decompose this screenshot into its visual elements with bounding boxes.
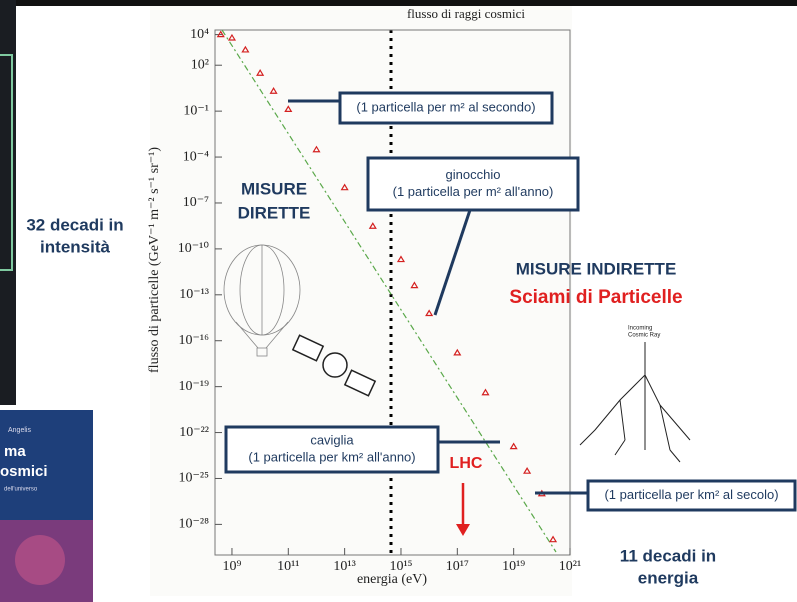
data-point <box>453 348 462 356</box>
book-text: dell'universo <box>4 487 38 493</box>
shower-diagram: Incoming Cosmic Ray <box>579 326 691 463</box>
balloon <box>223 244 301 357</box>
connector <box>433 209 472 316</box>
data-point <box>284 105 293 112</box>
y-tick-label: 10⁻¹⁰ <box>178 241 210 256</box>
x-tick-label: 10¹⁵ <box>389 559 412 574</box>
y-tick-label: 10⁻²⁵ <box>179 471 210 486</box>
x-tick-label: 10¹⁹ <box>502 559 525 574</box>
y-tick-label: 10⁻¹⁶ <box>179 333 210 348</box>
data-point <box>241 45 250 53</box>
annotation-box <box>224 425 440 474</box>
lhc-arrowhead <box>456 524 470 536</box>
chart-title: flusso di raggi cosmici <box>407 6 525 21</box>
data-point <box>481 388 490 396</box>
data-point <box>269 87 278 94</box>
book-text: Angelis <box>8 427 31 434</box>
data-point <box>425 309 434 317</box>
y-tick-label: 10⁻²⁸ <box>179 517 210 532</box>
y-tick-label: 10⁻⁷ <box>183 195 209 210</box>
direct-label: DIRETTE <box>238 203 311 222</box>
svg-text:Cosmic Ray: Cosmic Ray <box>628 333 660 339</box>
data-point <box>256 69 265 76</box>
top-band <box>0 0 797 6</box>
plot-frame <box>214 29 571 556</box>
annotation-text: (1 particella per m² al secondo) <box>356 99 535 114</box>
data-point <box>227 33 237 41</box>
annotation-text: (1 particella per km² al secolo) <box>604 487 778 502</box>
note: energia <box>638 568 699 587</box>
annotation-text: caviglia <box>310 432 354 447</box>
y-tick-label: 10⁻¹³ <box>179 287 209 302</box>
y-tick-label: 10⁴ <box>190 27 209 42</box>
indirect-label: MISURE INDIRETTE <box>516 259 677 278</box>
x-tick-label: 10⁹ <box>223 559 242 574</box>
book-cover: Angelis ma osmici dell'universo <box>0 410 93 602</box>
y-tick-label: 10² <box>191 57 209 72</box>
annotation-text: (1 particella per m² all'anno) <box>393 184 554 199</box>
y-tick-label: 10⁻¹⁹ <box>179 379 210 394</box>
data-point <box>216 30 225 38</box>
x-tick-label: 10¹¹ <box>277 559 299 574</box>
y-tick-label: 10⁻¹ <box>183 103 209 118</box>
showers-label: Sciami di Particelle <box>509 287 682 308</box>
book-text: ma <box>4 443 26 460</box>
lhc-label: LHC <box>450 455 483 472</box>
book-text: osmici <box>0 463 48 480</box>
data-point <box>340 183 349 191</box>
annotation-box <box>366 156 580 212</box>
x-tick-label: 10¹⁷ <box>446 559 469 574</box>
fit-line <box>221 29 557 553</box>
data-point <box>548 535 558 543</box>
data-point <box>509 442 518 450</box>
annotation-box <box>586 479 797 512</box>
data-point <box>410 281 419 289</box>
x-tick-label: 10¹³ <box>333 559 355 574</box>
y-tick-label: 10⁻²² <box>179 425 209 440</box>
left-box <box>0 54 13 271</box>
data-point <box>368 222 377 229</box>
annotation-text: (1 particella per km² all'anno) <box>248 449 415 464</box>
note: intensità <box>40 237 110 256</box>
y-tick-label: 10⁻⁴ <box>183 149 209 164</box>
data-point <box>312 145 321 153</box>
direct-label: MISURE <box>241 179 307 198</box>
svg-text:Incoming: Incoming <box>628 326 652 332</box>
annotation-text: ginocchio <box>446 167 501 182</box>
satellite <box>291 334 377 397</box>
note: 32 decadi in <box>26 215 123 234</box>
y-axis-label: flusso di particelle (GeV⁻¹ m⁻² s⁻¹ sr⁻¹… <box>147 147 162 373</box>
annotation-box <box>338 91 554 125</box>
x-tick-label: 10²¹ <box>559 559 581 574</box>
left-panel <box>0 0 16 405</box>
data-point <box>523 467 532 474</box>
data-point <box>396 255 406 263</box>
note: 11 decadi in <box>620 546 716 565</box>
x-axis-label: energia (eV) <box>357 572 427 587</box>
